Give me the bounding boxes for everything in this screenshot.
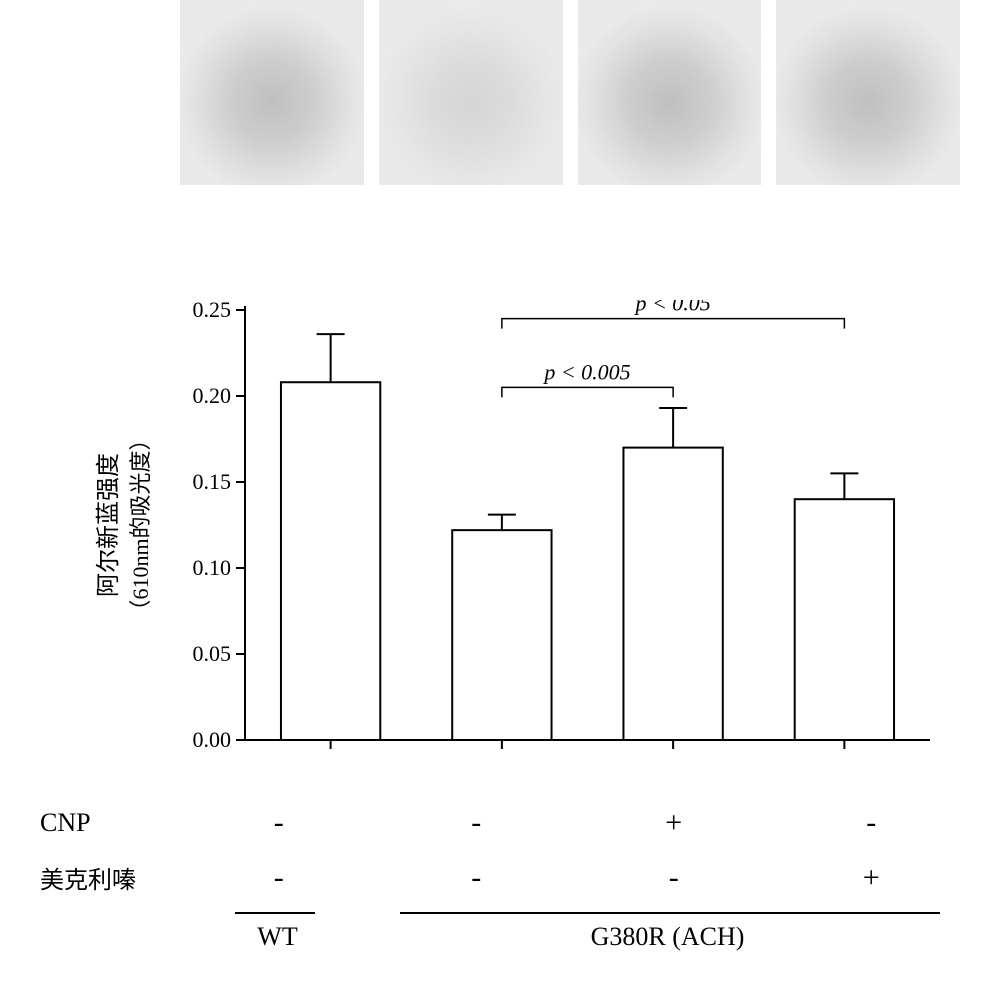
svg-text:0.00: 0.00	[193, 727, 232, 752]
underline-wt	[235, 912, 315, 914]
treatment-cell: +	[575, 806, 773, 840]
sample-image-wt	[180, 0, 364, 185]
sample-image-ach-cnp	[578, 0, 762, 185]
underline-ach	[400, 912, 940, 914]
sample-image-ach-ctrl	[379, 0, 563, 185]
plot-area: 0.000.050.100.150.200.25p < 0.005p < 0.0…	[180, 300, 940, 740]
treatment-cell: -	[180, 861, 378, 895]
y-axis-label-sub: （610nm的吸光度）	[123, 428, 155, 621]
bar-chart: 阿尔新蓝强度 （610nm的吸光度） 0.000.050.100.150.200…	[60, 270, 960, 780]
treatment-row-cnp: CNP - - + -	[20, 795, 970, 850]
treatment-cell: -	[378, 806, 576, 840]
y-axis-label: 阿尔新蓝强度 （610nm的吸光度）	[88, 428, 155, 621]
treatment-table: CNP - - + - 美克利嗪 - - - +	[20, 795, 970, 905]
treatment-cell: -	[773, 806, 971, 840]
y-axis-label-main: 阿尔新蓝强度	[96, 453, 122, 597]
treatment-cell: +	[773, 861, 971, 895]
svg-text:0.05: 0.05	[193, 641, 232, 666]
sample-image-row	[180, 0, 960, 185]
group-label-ach: G380R (ACH)	[375, 922, 960, 952]
svg-text:p < 0.005: p < 0.005	[542, 359, 630, 384]
svg-text:0.20: 0.20	[193, 383, 232, 408]
treatment-label-meclizine: 美克利嗪	[20, 860, 180, 895]
svg-text:0.25: 0.25	[193, 300, 232, 322]
svg-text:p < 0.05: p < 0.05	[633, 300, 710, 316]
treatment-cell: -	[575, 861, 773, 895]
treatment-cell: -	[180, 806, 378, 840]
group-labels: WT G380R (ACH)	[180, 922, 960, 952]
treatment-cell: -	[378, 861, 576, 895]
svg-text:0.15: 0.15	[193, 469, 232, 494]
group-label-wt: WT	[180, 922, 375, 952]
treatment-cells-meclizine: - - - +	[180, 861, 970, 895]
treatment-cells-cnp: - - + -	[180, 806, 970, 840]
sample-image-ach-meclizine	[776, 0, 960, 185]
chart-svg: 0.00 0.05 0.10 0.15 0.20 0.25 p < 0.005 p < 0.0…	[180, 300, 940, 770]
treatment-row-meclizine: 美克利嗪 - - - +	[20, 850, 970, 905]
svg-text:0.10: 0.10	[193, 555, 232, 580]
treatment-label-cnp: CNP	[20, 808, 180, 838]
